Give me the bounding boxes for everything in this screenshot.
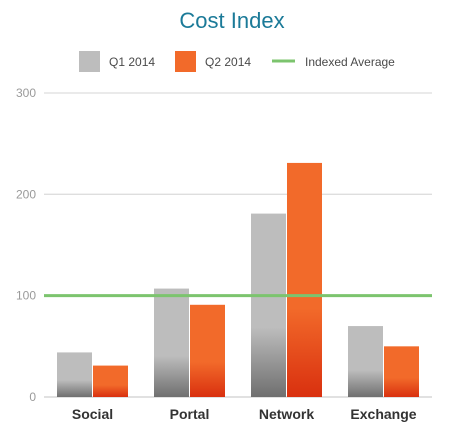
- y-axis-ticks: 0 100 200 300: [16, 86, 36, 404]
- bar-portal-q2: [190, 304, 225, 397]
- y-tick-label: 0: [29, 390, 36, 404]
- bar-network-q2: [287, 162, 322, 397]
- y-tick-label: 100: [16, 289, 36, 303]
- legend-item-indexed-average: Indexed Average: [272, 55, 395, 69]
- bar-social-q2: [93, 365, 128, 397]
- x-category-label: Network: [259, 406, 314, 422]
- bars: [57, 162, 419, 397]
- y-tick-label: 300: [16, 86, 36, 100]
- bar-exchange-q1: [348, 326, 383, 397]
- chart-title: Cost Index: [179, 8, 284, 33]
- legend: Q1 2014 Q2 2014 Indexed Average: [79, 51, 395, 72]
- legend-label-indexed-average: Indexed Average: [305, 55, 395, 69]
- bar-network-q1: [251, 213, 286, 397]
- legend-item-q2: Q2 2014: [175, 51, 251, 72]
- legend-label-q1: Q1 2014: [109, 55, 155, 69]
- legend-item-q1: Q1 2014: [79, 51, 155, 72]
- x-category-label: Portal: [170, 406, 210, 422]
- bar-exchange-q2: [384, 346, 419, 397]
- x-category-label: Exchange: [350, 406, 416, 422]
- legend-label-q2: Q2 2014: [205, 55, 251, 69]
- bar-social-q1: [57, 352, 92, 397]
- legend-swatch-q1: [79, 51, 100, 72]
- x-category-label: Social: [72, 406, 113, 422]
- y-tick-label: 200: [16, 187, 36, 201]
- bar-portal-q1: [154, 288, 189, 397]
- x-axis-labels: Social Portal Network Exchange: [72, 406, 417, 422]
- legend-swatch-q2: [175, 51, 196, 72]
